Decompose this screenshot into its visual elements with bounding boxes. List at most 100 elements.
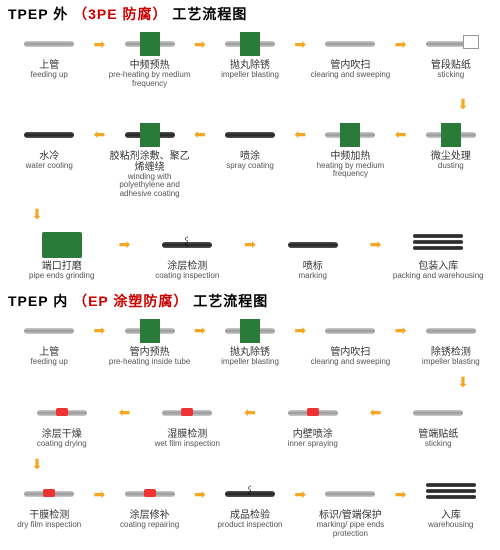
arrow-icon: ⬅	[191, 121, 209, 149]
process-row: 干膜检测dry film inspection➡涂层修补coating repa…	[8, 480, 492, 539]
arrow-icon: ➡	[392, 317, 410, 345]
step-label-cn: 湿膜检测	[167, 429, 207, 440]
process-step: 中频预热pre-heating by medium frequency	[108, 30, 190, 89]
arrow-icon: ➡	[191, 30, 209, 58]
process-step: 管内预热pre-heating inside tube	[108, 317, 190, 367]
step-label-en: pipe ends grinding	[29, 272, 94, 281]
arrow-icon: ⬅	[367, 399, 385, 427]
step-label-en: inner spraying	[288, 440, 338, 449]
step-label-en: sticking	[425, 440, 452, 449]
arrow-icon: ⬅	[241, 399, 259, 427]
process-step: 管内吹扫clearing and sweeping	[309, 30, 391, 80]
step-icon	[157, 231, 217, 259]
process-step: 中频加热heating by medium frequency	[309, 121, 391, 180]
arrow-down-icon: ⬇	[28, 450, 46, 478]
arrow-icon: ➡	[291, 317, 309, 345]
rows-outer: 上管feeding up➡中频预热pre-heating by medium f…	[8, 30, 492, 281]
arrow-icon: ➡	[191, 317, 209, 345]
process-step: 涂层修补coating repairing	[108, 480, 190, 530]
arrow-icon: ➡	[90, 317, 108, 345]
step-label-en: coating inspection	[155, 272, 219, 281]
process-step: 干膜检测dry film inspection	[8, 480, 90, 530]
step-label-cn: 管端贴纸	[418, 429, 458, 440]
process-step: 涂层检测coating inspection	[134, 231, 242, 281]
step-icon	[220, 30, 280, 58]
step-label-en: water cooling	[26, 162, 73, 171]
process-step: 上管feeding up	[8, 30, 90, 80]
process-row: 上管feeding up➡中频预热pre-heating by medium f…	[8, 30, 492, 89]
step-label-cn: 水冷	[39, 151, 59, 162]
title-prefix: TPEP 内	[8, 293, 68, 309]
step-label-cn: 涂层干燥	[42, 429, 82, 440]
step-icon	[421, 30, 481, 58]
title-suffix: 工艺流程图	[193, 293, 268, 309]
step-icon	[120, 121, 180, 149]
step-label-en: spray coating	[226, 162, 274, 171]
arrow-icon: ➡	[392, 30, 410, 58]
step-icon	[408, 231, 468, 259]
row-connector: ⬇	[8, 450, 492, 478]
process-step: 水冷water cooling	[8, 121, 90, 171]
process-step: 标识/管端保护marking/ pipe ends protection	[309, 480, 391, 539]
title-outer: TPEP 外 （3PE 防腐） 工艺流程图	[8, 4, 492, 24]
step-label-en: heating by medium frequency	[309, 162, 391, 180]
step-icon	[283, 399, 343, 427]
arrow-icon: ➡	[241, 231, 259, 259]
step-label-en: coating repairing	[120, 521, 179, 530]
row-connector: ⬇	[8, 91, 492, 119]
process-row: 上管feeding up➡管内预热pre-heating inside tube…	[8, 317, 492, 367]
step-label-en: pre-heating by medium frequency	[108, 71, 190, 89]
process-step: 上管feeding up	[8, 317, 90, 367]
step-icon	[220, 480, 280, 508]
step-label-en: clearing and sweeping	[311, 358, 391, 367]
step-label-en: packing and warehousing	[393, 272, 484, 281]
step-icon	[19, 317, 79, 345]
process-step: 内壁喷涂inner spraying	[259, 399, 367, 449]
step-label-en: feeding up	[31, 71, 68, 80]
step-label-en: marking	[299, 272, 327, 281]
process-step: 喷涂spray coating	[209, 121, 291, 171]
step-icon	[220, 317, 280, 345]
row-connector: ⬇	[8, 369, 492, 397]
arrow-icon: ➡	[291, 30, 309, 58]
step-label-en: impeller blasting	[221, 71, 279, 80]
title-sub: （3PE 防腐）	[73, 6, 167, 22]
arrow-icon: ⬅	[116, 399, 134, 427]
step-label-cn: 中频加热	[330, 151, 370, 162]
step-label-en: product inspection	[218, 521, 283, 530]
title-prefix: TPEP 外	[8, 6, 68, 22]
process-row: 水冷water cooling⬅胶粘剂涂敷、聚乙烯缠绕winding with …	[8, 121, 492, 199]
step-label-en: dry film inspection	[17, 521, 81, 530]
step-icon	[32, 231, 92, 259]
process-row: 涂层干燥coating drying⬅湿膜检测wet film inspecti…	[8, 399, 492, 449]
process-step: 微尘处理dusting	[410, 121, 492, 171]
title-suffix: 工艺流程图	[172, 6, 247, 22]
arrow-icon: ➡	[367, 231, 385, 259]
arrow-icon: ⬅	[392, 121, 410, 149]
step-icon	[32, 399, 92, 427]
step-label-cn: 微尘处理	[431, 151, 471, 162]
process-step: 管段贴纸sticking	[410, 30, 492, 80]
process-step: 包装入库packing and warehousing	[385, 231, 493, 281]
arrow-icon: ➡	[90, 30, 108, 58]
process-step: 抛丸除锈impeller blasting	[209, 317, 291, 367]
step-label-en: marking/ pipe ends protection	[309, 521, 391, 539]
step-icon	[320, 317, 380, 345]
step-label-en: dusting	[438, 162, 464, 171]
step-icon	[421, 480, 481, 508]
process-step: 胶粘剂涂敷、聚乙烯缠绕winding with polyethylene and…	[108, 121, 190, 199]
process-step: 喷标marking	[259, 231, 367, 281]
step-label-en: coating drying	[37, 440, 87, 449]
step-icon	[19, 480, 79, 508]
rows-inner: 上管feeding up➡管内预热pre-heating inside tube…	[8, 317, 492, 539]
arrow-down-icon: ⬇	[454, 369, 472, 397]
arrow-icon: ➡	[90, 480, 108, 508]
step-label-en: sticking	[437, 71, 464, 80]
section-inner: TPEP 内 （EP 涂塑防腐） 工艺流程图 上管feeding up➡管内预热…	[0, 287, 500, 545]
step-label-en: clearing and sweeping	[311, 71, 391, 80]
arrow-icon: ➡	[291, 480, 309, 508]
step-icon	[421, 121, 481, 149]
process-step: 湿膜检测wet film inspection	[134, 399, 242, 449]
step-label-en: wet film inspection	[155, 440, 220, 449]
step-label-en: impeller blasting	[422, 358, 480, 367]
